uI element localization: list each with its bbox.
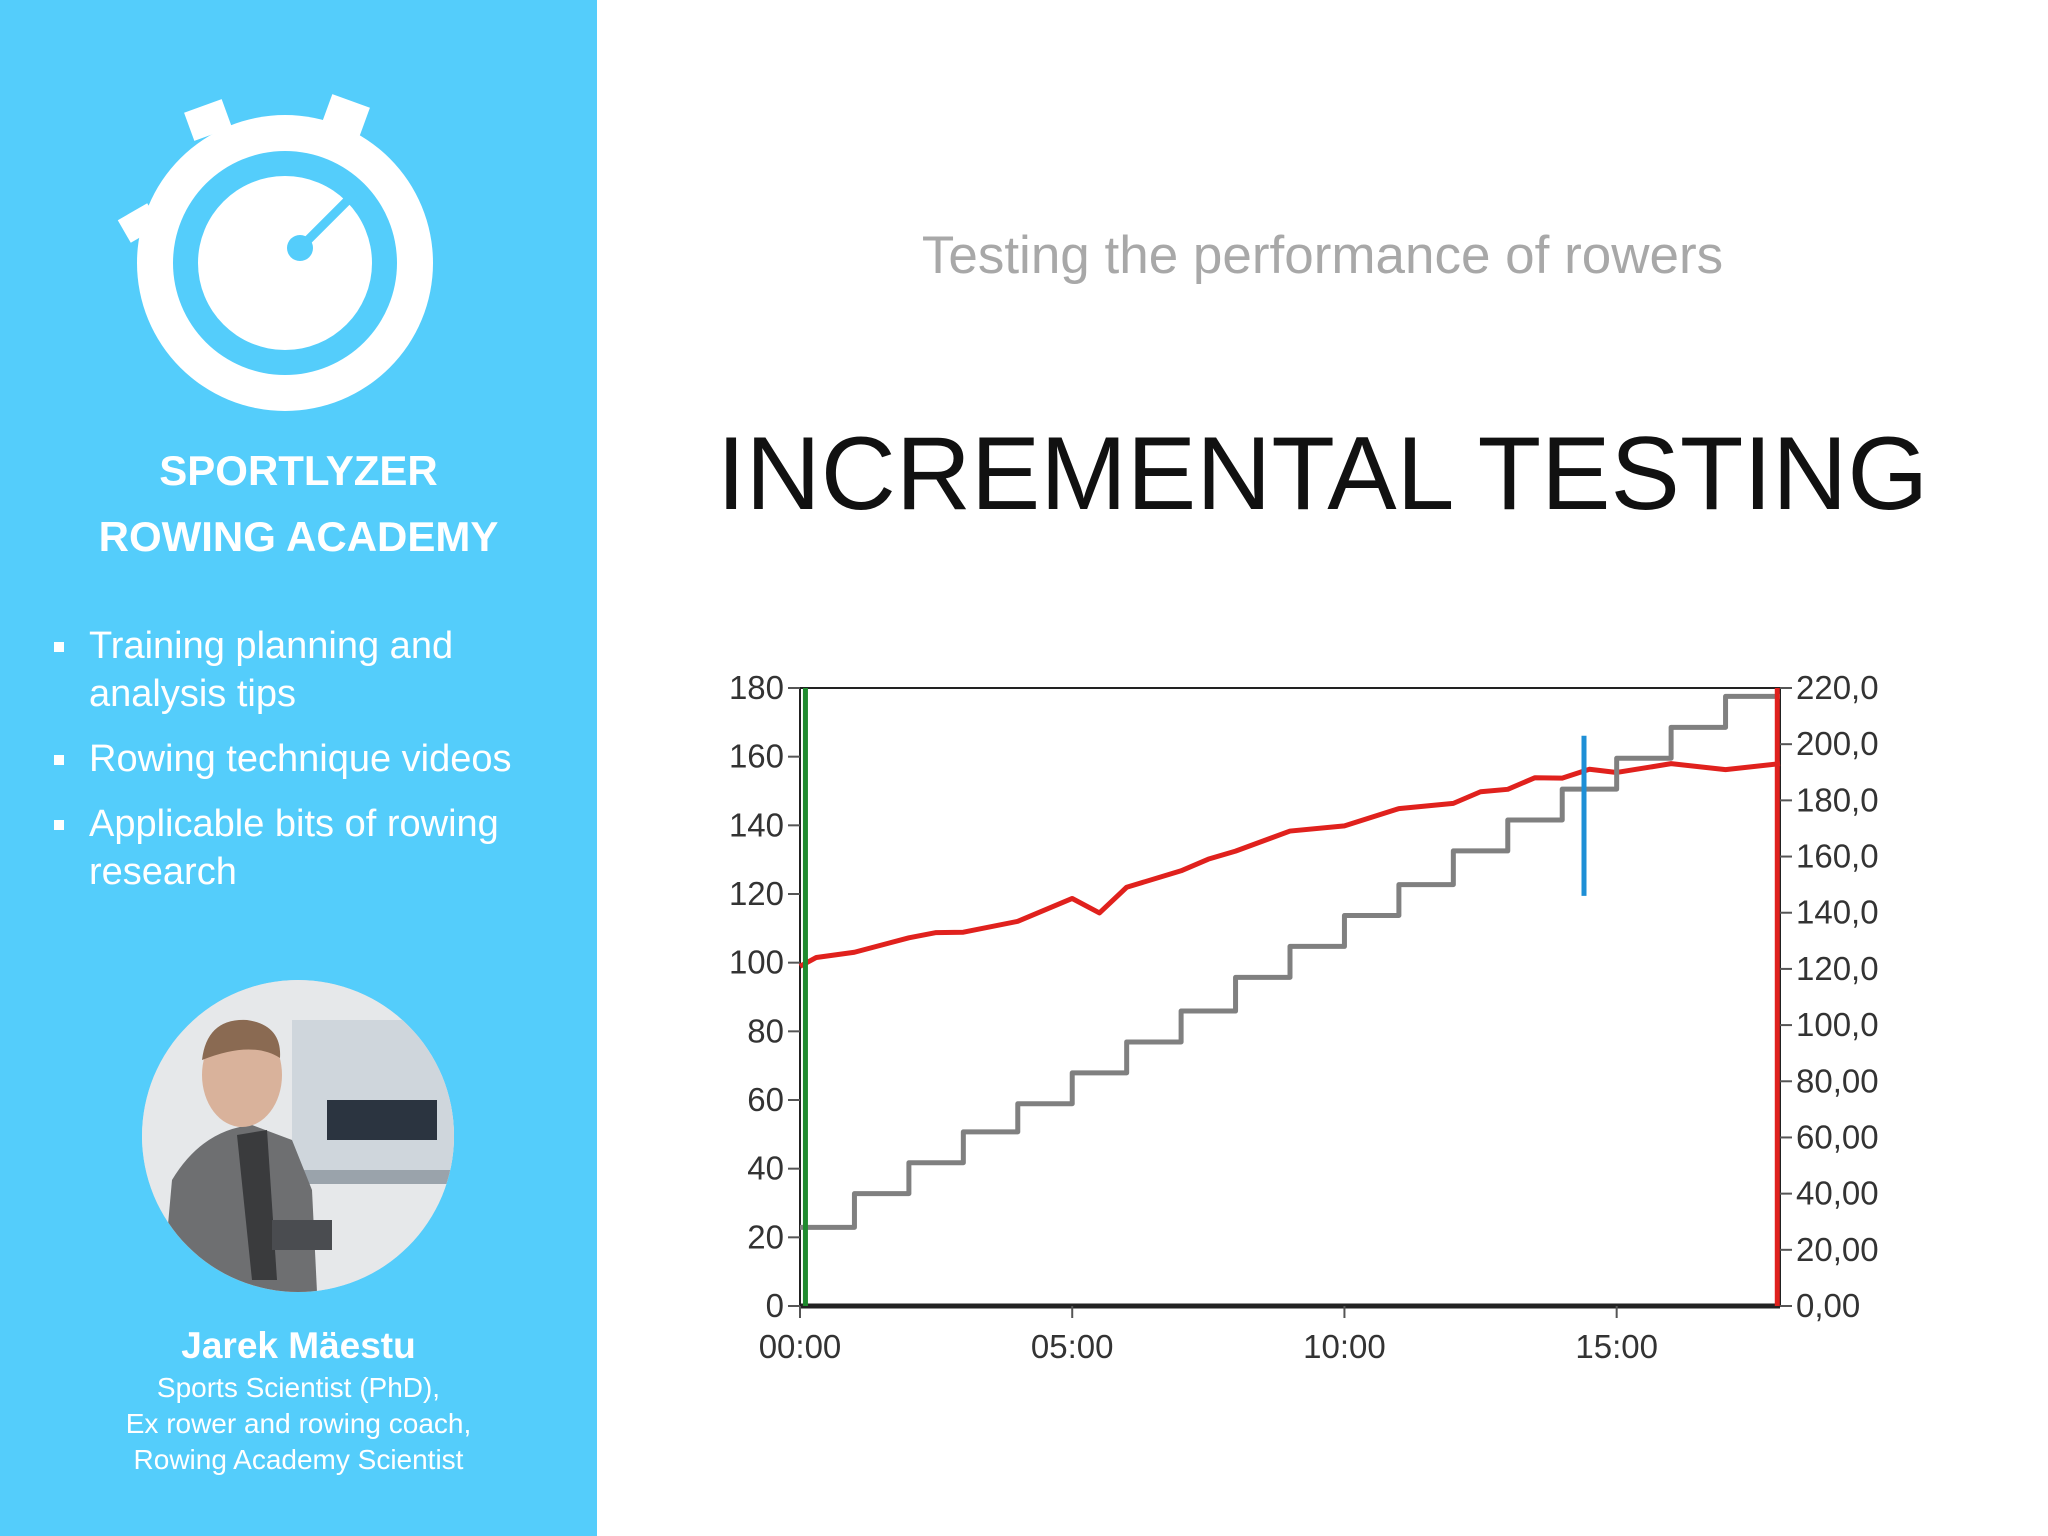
- brand-name: SPORTLYZER ROWING ACADEMY: [0, 438, 597, 570]
- author-role-line: Ex rower and rowing coach,: [125, 1408, 472, 1439]
- y-left-tick-label: 160: [729, 738, 784, 775]
- y-right-tick-label: 40,00: [1796, 1175, 1879, 1212]
- power-series-line: [800, 693, 1780, 1230]
- y-left-tick-label: 20: [747, 1218, 784, 1255]
- bullet-icon: [54, 642, 64, 652]
- y-right-tick-label: 180,0: [1796, 781, 1879, 818]
- slide-subtitle: Testing the performance of rowers: [921, 226, 1724, 285]
- bullet-icon: [54, 820, 64, 830]
- feature-text-line: Training planning and: [89, 625, 454, 667]
- y-left-tick-label: 100: [729, 944, 784, 981]
- author-role-line: Rowing Academy Scientist: [133, 1444, 464, 1475]
- slide-title: INCREMENTAL TESTING: [716, 416, 1929, 532]
- incremental-test-chart: 0 20 40 60 80 100 120 140 160 180 0,00 20,00 40,00 60…: [729, 669, 1879, 1365]
- y-right-tick-label: 120,0: [1796, 950, 1879, 987]
- y-left-tick-label: 60: [747, 1081, 784, 1118]
- y-left-tick-label: 180: [729, 669, 784, 706]
- y-right-tick-label: 140,0: [1796, 894, 1879, 931]
- sidebar: SPORTLYZER ROWING ACADEMY Training plann…: [0, 0, 597, 1536]
- feature-item: Training planning and analysis tips: [52, 622, 572, 718]
- y-right-tick-label: 160,0: [1796, 838, 1879, 875]
- feature-text-line: analysis tips: [89, 673, 296, 715]
- feature-text-line: Rowing technique videos: [89, 738, 512, 780]
- feature-list: Training planning and analysis tips Rowi…: [52, 622, 572, 913]
- x-tick-label: 15:00: [1575, 1328, 1658, 1365]
- brand-line-2: ROWING ACADEMY: [98, 513, 499, 560]
- y-right-tick-label: 80,00: [1796, 1062, 1879, 1099]
- y-right-tick-label: 100,0: [1796, 1006, 1879, 1043]
- y-right-tick-label: 200,0: [1796, 725, 1879, 762]
- y-left-tick-label: 0: [766, 1287, 784, 1324]
- y-left-tick-label: 40: [747, 1150, 784, 1187]
- author-photo: [142, 980, 454, 1292]
- x-tick-label: 10:00: [1303, 1328, 1386, 1365]
- feature-text-line: research: [89, 851, 237, 893]
- y-right-tick-label: 60,00: [1796, 1118, 1879, 1155]
- feature-text-line: Applicable bits of rowing: [89, 803, 499, 845]
- y-left-tick-label: 120: [729, 875, 784, 912]
- author-role-line: Sports Scientist (PhD),: [156, 1372, 441, 1403]
- y-left-tick-label: 80: [747, 1012, 784, 1049]
- plot-frame: [799, 687, 1781, 1307]
- y-right-tick-label: 20,00: [1796, 1231, 1879, 1268]
- stopwatch-icon: [117, 94, 433, 411]
- x-tick-label: 00:00: [759, 1328, 842, 1365]
- y-right-tick-label: 0,00: [1796, 1287, 1860, 1324]
- y-left-tick-label: 140: [729, 806, 784, 843]
- avatar: [142, 980, 454, 1292]
- bullet-icon: [54, 755, 64, 765]
- x-tick-label: 05:00: [1031, 1328, 1114, 1365]
- brand-line-1: SPORTLYZER: [159, 447, 438, 494]
- author-name: Jarek Mäestu: [181, 1325, 416, 1366]
- feature-item: Rowing technique videos: [52, 735, 572, 783]
- feature-item: Applicable bits of rowing research: [52, 800, 572, 896]
- y-right-tick-label: 220,0: [1796, 669, 1879, 706]
